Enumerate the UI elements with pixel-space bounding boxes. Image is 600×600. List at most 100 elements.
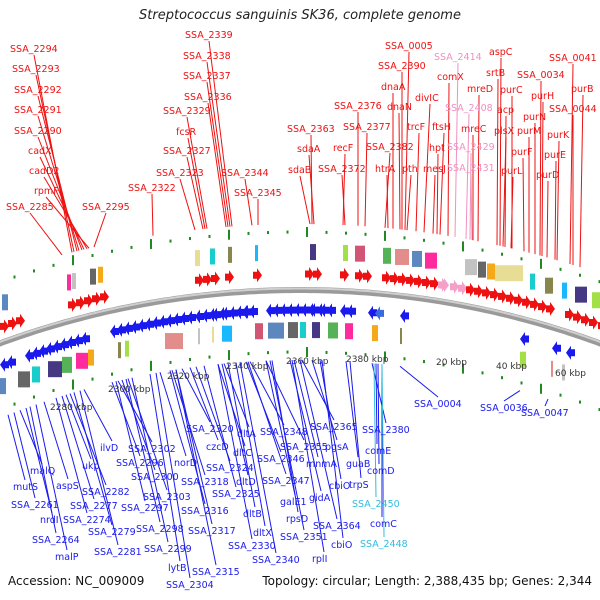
cog-box [545, 277, 553, 294]
forward-gene-label: pth [402, 164, 418, 175]
forward-gene-leader-line [477, 94, 480, 242]
reverse-gene-leader-line [7, 414, 26, 481]
forward-gene-arrow [363, 269, 372, 284]
cog-box [395, 248, 409, 265]
reverse-gene-leader-line [83, 389, 113, 442]
outer-tick [267, 231, 269, 235]
forward-gene-arrow [382, 270, 391, 285]
reverse-gene-label: SSA_0036 [480, 403, 528, 414]
reverse-gene-label: SSA_2355 [280, 442, 328, 453]
forward-gene-arrow [490, 287, 499, 302]
inner-tick [208, 355, 211, 359]
gene-labels: SSA_2294 SSA_2293 SSA_2292 SSA_2291 SSA_2290… [6, 30, 597, 591]
forward-gene-label: SSA_2291 [14, 105, 62, 116]
outer-tick [91, 253, 94, 257]
forward-gene-arrow [398, 272, 407, 287]
outer-tick [345, 231, 347, 235]
reverse-gene-arrow [566, 345, 575, 360]
outer-tick [579, 273, 581, 277]
forward-gene-label: SSA_0041 [549, 53, 597, 64]
cog-box [212, 326, 214, 343]
reverse-gene-arrow [173, 312, 182, 327]
forward-gene-leader-line [423, 103, 431, 233]
forward-gene-label: trcF [407, 122, 425, 133]
forward-gene-arrow [474, 284, 483, 299]
reverse-gene-arrow [520, 331, 529, 346]
outer-tick [384, 230, 386, 241]
reverse-gene-leader-line [65, 394, 92, 460]
forward-gene-leader-line [469, 152, 472, 240]
cog-box [118, 342, 121, 359]
forward-gene-label: SSA_0044 [549, 104, 597, 115]
forward-gene-leader-line [386, 174, 389, 229]
reverse-gene-arrow [242, 304, 251, 319]
kbp-label: 2320 kbp [167, 372, 210, 382]
forward-gene-arrow [211, 271, 220, 286]
forward-gene-label: purH [531, 91, 554, 102]
inner-tick [33, 395, 35, 399]
forward-gene-leader-line [432, 174, 436, 234]
reverse-gene-arrow [375, 306, 384, 321]
inner-tick [501, 376, 503, 380]
inner-tick [228, 350, 230, 361]
cog-box [268, 322, 284, 339]
reverse-gene-label: SSA_2324 [206, 463, 254, 474]
reverse-gene-leader-line [61, 395, 95, 500]
inner-tick [442, 363, 445, 367]
reverse-gene-label: dltA [237, 429, 256, 440]
reverse-gene-leader-line [269, 360, 305, 531]
kbp-label: 2300 kbp [108, 385, 151, 395]
inner-tick [72, 379, 74, 390]
outer-tick [130, 245, 133, 249]
reverse-gene-label: gidA [309, 493, 331, 504]
reverse-gene-label: rplI [312, 554, 327, 565]
reverse-gene-label: SSA_2365 [310, 422, 358, 433]
reverse-gene-leader-line [127, 378, 168, 491]
forward-gene-leader-line [569, 63, 574, 265]
inner-tick [462, 363, 464, 374]
inner-tick [52, 389, 55, 393]
forward-gene-label: purD [536, 170, 559, 181]
forward-gene-label: mreC [461, 124, 487, 135]
forward-gene-arrow [482, 285, 491, 300]
forward-gene-leader-line [208, 40, 233, 227]
reverse-gene-leader-line [29, 406, 57, 534]
reverse-gene-arrow [81, 331, 90, 346]
outer-tick [208, 234, 211, 238]
reverse-gene-label: czcD [206, 442, 229, 453]
reverse-gene-arrow [310, 303, 319, 318]
reverse-gene-leader-line [321, 360, 344, 539]
forward-gene-leader-line [341, 174, 346, 226]
forward-gene-label: SSA_2329 [163, 106, 211, 117]
forward-gene-arrow [514, 293, 523, 308]
forward-gene-label: purE [544, 150, 566, 161]
cog-box [62, 356, 72, 373]
reverse-gene-arrow [0, 357, 9, 372]
forward-gene-leader-line [439, 132, 445, 235]
cog-box [412, 250, 422, 267]
reverse-gene-arrow [7, 355, 16, 370]
forward-gene-label: SSA_2363 [287, 124, 335, 135]
forward-gene-leader-line [186, 116, 208, 229]
forward-gene-label: SSA_2285 [6, 202, 54, 213]
cog-box [400, 328, 402, 345]
reverse-gene-leader-line [373, 363, 377, 498]
reverse-gene-arrow [320, 303, 329, 318]
reverse-gene-leader-line [221, 363, 249, 476]
gene-arrows [0, 267, 600, 372]
reverse-gene-arrow [32, 346, 41, 361]
forward-gene-label: SSA_2327 [163, 146, 211, 157]
outer-tick [33, 269, 35, 273]
reverse-gene-leader-line [377, 363, 380, 465]
cog-box [328, 322, 338, 339]
reverse-gene-leader-line [223, 363, 250, 428]
cog-box [255, 323, 263, 340]
reverse-gene-label: SSA_2330 [228, 541, 276, 552]
reverse-gene-arrow [280, 303, 289, 318]
reverse-gene-leader-line [25, 407, 53, 514]
reverse-gene-leader-line [69, 393, 107, 486]
outer-tick [306, 227, 308, 238]
forward-gene-label: SSA_2322 [128, 183, 176, 194]
reverse-gene-label: SSA_2347 [262, 476, 310, 487]
forward-gene-label: SSA_2323 [156, 168, 204, 179]
